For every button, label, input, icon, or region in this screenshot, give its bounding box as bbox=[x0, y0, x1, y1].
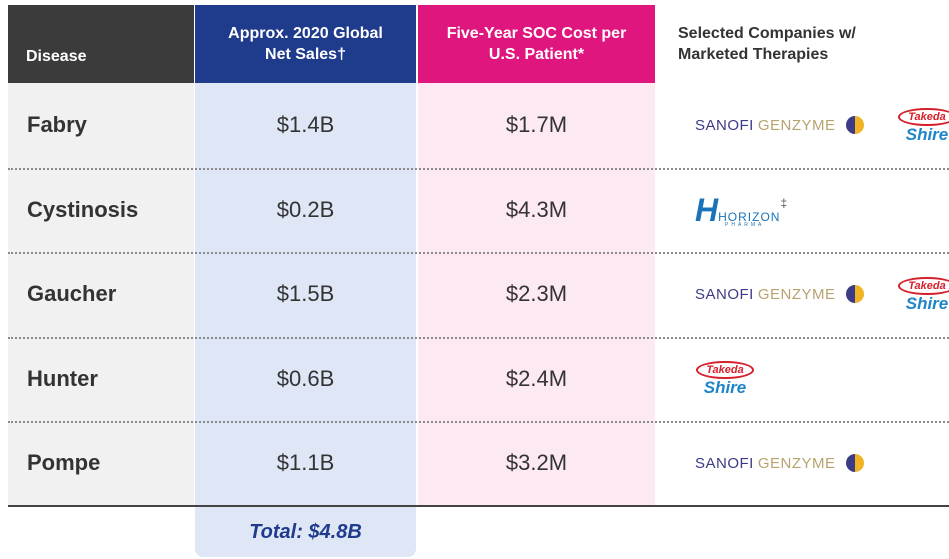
logo-icon bbox=[845, 454, 864, 473]
cost: $3.2M bbox=[505, 450, 568, 476]
bottom-rule bbox=[8, 505, 949, 507]
row-separator bbox=[8, 421, 949, 423]
logo-word: HORIZON bbox=[718, 209, 781, 224]
company-logo: SANOFI GENZYME bbox=[695, 83, 864, 168]
sales: $0.2B bbox=[276, 196, 335, 222]
disease: Cystinosis bbox=[27, 196, 139, 222]
header-cell bbox=[195, 5, 416, 83]
column-bg bbox=[418, 83, 655, 505]
cost: $2.4M bbox=[505, 365, 568, 391]
sales: $0.6B bbox=[276, 365, 335, 391]
logo-mark: H bbox=[695, 191, 719, 228]
header-text: Selected Companies w/ Marketed Therapies bbox=[678, 25, 856, 63]
header-text: Five-Year SOC Cost per U.S. Patient* bbox=[446, 25, 627, 63]
disease: Gaucher bbox=[27, 281, 117, 307]
company-logo: Takeda Shire bbox=[695, 337, 755, 422]
header-cell bbox=[418, 5, 655, 83]
row-separator bbox=[8, 336, 949, 339]
column-bg bbox=[195, 83, 416, 505]
logo-word: Takeda bbox=[898, 276, 949, 295]
logo-sanofi: SANOFI GENZYME bbox=[695, 116, 864, 135]
logo-icon bbox=[845, 116, 864, 135]
sales: $1.5B bbox=[276, 281, 335, 307]
logo-word: GENZYME bbox=[757, 454, 836, 472]
logo-word: SANOFI bbox=[695, 116, 754, 134]
cost: $2.3M bbox=[505, 281, 568, 307]
total: Total: $4.8B bbox=[249, 520, 362, 543]
header-text: Approx. 2020 Global Net Sales† bbox=[228, 25, 383, 63]
logo-word: Shire bbox=[905, 293, 949, 313]
row-separator bbox=[8, 167, 949, 170]
disease: Pompe bbox=[27, 450, 101, 476]
company-logo: Takeda Shire bbox=[897, 252, 949, 337]
logo-icon bbox=[845, 285, 864, 304]
logo-takeda: Takeda Shire bbox=[897, 276, 949, 313]
sales: $1.4B bbox=[276, 112, 335, 138]
logo-word: Takeda bbox=[898, 107, 949, 126]
logo-word: Shire bbox=[703, 378, 747, 398]
disease: Fabry bbox=[27, 112, 87, 138]
total-bg bbox=[195, 507, 416, 557]
logo-word: Takeda bbox=[696, 361, 754, 380]
logo-word: ‡ bbox=[780, 195, 788, 210]
sales: $1.1B bbox=[276, 450, 335, 476]
logo-sanofi: SANOFI GENZYME bbox=[695, 285, 864, 304]
logo-word: SANOFI bbox=[695, 454, 754, 472]
logo-word: GENZYME bbox=[757, 285, 836, 303]
logo-word: PHARMA bbox=[725, 221, 765, 228]
header-cell bbox=[8, 5, 194, 83]
logo-takeda: Takeda Shire bbox=[695, 360, 755, 397]
logo-word: GENZYME bbox=[757, 116, 836, 134]
logo-takeda: Takeda Shire bbox=[897, 107, 949, 144]
company-logo: Takeda Shire bbox=[897, 83, 949, 168]
company-logo: SANOFI GENZYME bbox=[695, 252, 864, 337]
logo-sanofi: SANOFI GENZYME bbox=[695, 454, 864, 473]
column-bg bbox=[8, 83, 194, 505]
disease: Hunter bbox=[27, 365, 98, 391]
company-logo: SANOFI GENZYME bbox=[695, 421, 864, 506]
header-text: Disease bbox=[26, 48, 87, 65]
logo-word: Shire bbox=[905, 124, 949, 144]
cost: $1.7M bbox=[505, 112, 568, 138]
logo-horizon: H HORIZON PHARMA ‡ bbox=[695, 191, 788, 228]
company-logo: H HORIZON PHARMA ‡ bbox=[695, 168, 787, 253]
cost: $4.3M bbox=[505, 196, 568, 222]
row-separator bbox=[8, 252, 949, 254]
logo-word: SANOFI bbox=[695, 285, 754, 303]
